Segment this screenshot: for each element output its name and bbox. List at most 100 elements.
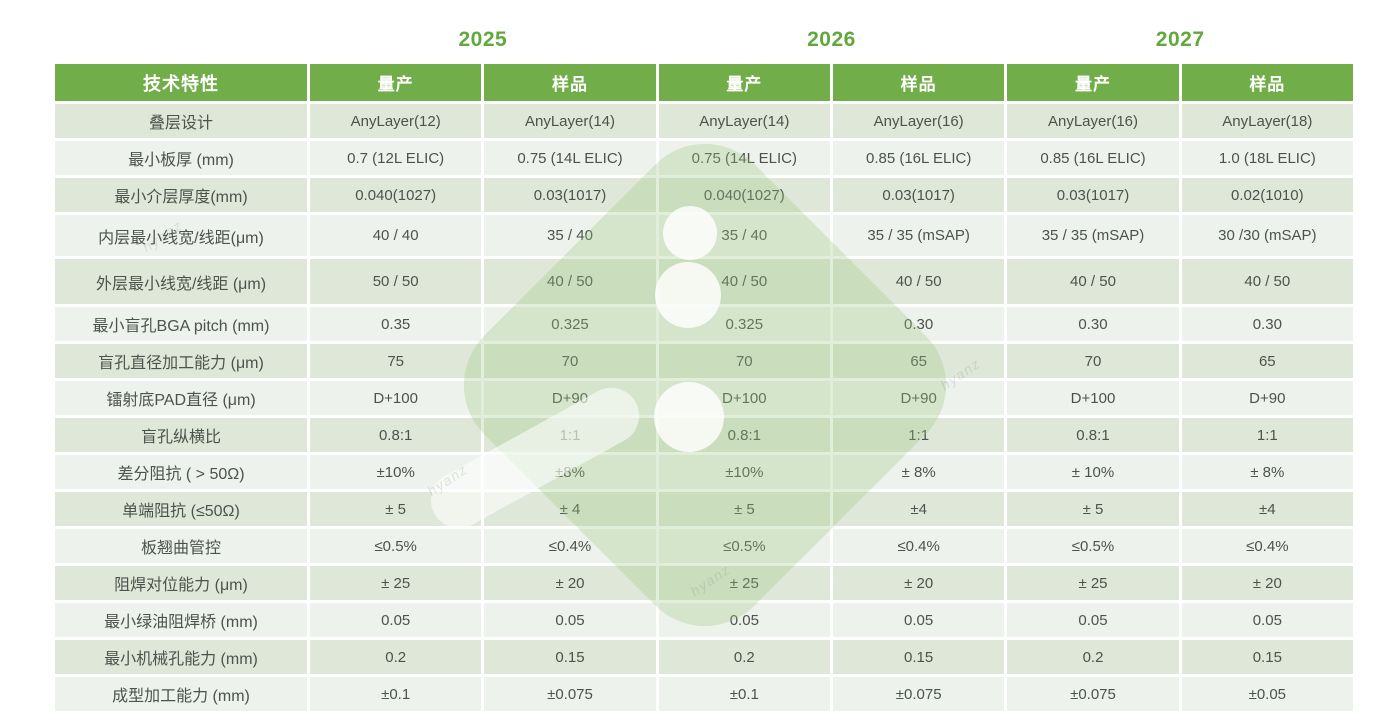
value-cell: 40 / 50	[1007, 259, 1179, 304]
year-label-2026: 2026	[807, 28, 856, 51]
value-cell: 0.2	[658, 640, 830, 674]
table-row: 板翘曲管控 ≤0.5% ≤0.4% ≤0.5% ≤0.4% ≤0.5% ≤0.4%	[55, 529, 1353, 563]
value-cell: AnyLayer(14)	[658, 104, 830, 138]
value-cell: D+90	[1181, 381, 1353, 415]
value-cell: ≤0.5%	[310, 529, 482, 563]
value-cell: 0.7 (12L ELIC)	[310, 141, 482, 175]
value-cell: 35 / 35 (mSAP)	[1007, 215, 1179, 256]
value-cell: 40 / 50	[658, 259, 830, 304]
value-cell: ≤0.4%	[832, 529, 1005, 563]
header-2026-mass-production: 量产	[658, 64, 830, 101]
table-header-row: 技术特性 量产 样品 量产 样品 量产 样品	[55, 64, 1353, 101]
table-row: 最小机械孔能力 (mm) 0.2 0.15 0.2 0.15 0.2 0.15	[55, 640, 1353, 674]
header-2026-sample: 样品	[832, 64, 1005, 101]
table-row: 盲孔直径加工能力 (μm) 75 70 70 65 70 65	[55, 344, 1353, 378]
year-label-2027: 2027	[1155, 28, 1205, 51]
value-cell: 40 / 50	[484, 259, 656, 304]
value-cell: ± 25	[1007, 566, 1179, 600]
value-cell: 0.8:1	[1007, 418, 1179, 452]
value-cell: 35 / 40	[658, 215, 830, 256]
year-label-2025: 2025	[458, 28, 508, 51]
row-label: 最小机械孔能力 (mm)	[55, 640, 307, 674]
value-cell: 0.15	[832, 640, 1005, 674]
value-cell: 70	[658, 344, 830, 378]
value-cell: ± 8%	[832, 455, 1005, 489]
header-tech-characteristics: 技术特性	[55, 64, 307, 101]
value-cell: 0.8:1	[658, 418, 830, 452]
value-cell: 65	[832, 344, 1005, 378]
value-cell: ±0.05	[1181, 677, 1353, 711]
value-cell: 40 / 40	[310, 215, 482, 256]
value-cell: 0.05	[484, 603, 656, 637]
row-label: 镭射底PAD直径 (μm)	[55, 381, 307, 415]
row-label: 外层最小线宽/线距 (μm)	[55, 259, 307, 304]
value-cell: 0.75 (14L ELIC)	[658, 141, 830, 175]
table-row: 外层最小线宽/线距 (μm) 50 / 50 40 / 50 40 / 50 40 / …	[55, 259, 1353, 304]
value-cell: 0.02(1010)	[1181, 178, 1353, 212]
value-cell: ± 10%	[1007, 455, 1179, 489]
row-label: 最小绿油阻焊桥 (mm)	[55, 603, 307, 637]
value-cell: ≤0.5%	[658, 529, 830, 563]
value-cell: 40 / 50	[1181, 259, 1353, 304]
value-cell: ≤0.4%	[484, 529, 656, 563]
row-label: 盲孔直径加工能力 (μm)	[55, 344, 307, 378]
value-cell: 35 / 40	[484, 215, 656, 256]
value-cell: D+90	[484, 381, 656, 415]
header-2027-sample: 样品	[1181, 64, 1353, 101]
table-row: 阻焊对位能力 (μm) ± 25 ± 20 ± 25 ± 20 ± 25 ± 20	[55, 566, 1353, 600]
row-label: 最小介层厚度(mm)	[55, 178, 307, 212]
value-cell: ≤0.4%	[1181, 529, 1353, 563]
value-cell: ±0.075	[832, 677, 1005, 711]
value-cell: ± 25	[658, 566, 830, 600]
value-cell: ±0.075	[484, 677, 656, 711]
value-cell: AnyLayer(16)	[1007, 104, 1179, 138]
value-cell: ± 5	[1007, 492, 1179, 526]
value-cell: 0.30	[1007, 307, 1179, 341]
year-labels-row: 2025 2026 2027	[55, 28, 1353, 52]
value-cell: 0.03(1017)	[484, 178, 656, 212]
spec-table: 技术特性 量产 样品 量产 样品 量产 样品 叠层设计 AnyLayer(12) A…	[55, 64, 1353, 711]
value-cell: ±0.1	[658, 677, 830, 711]
value-cell: 0.03(1017)	[1007, 178, 1179, 212]
table-row: 成型加工能力 (mm) ±0.1 ±0.075 ±0.1 ±0.075 ±0.075 ±0.…	[55, 677, 1353, 711]
value-cell: ± 25	[310, 566, 482, 600]
row-label: 最小板厚 (mm)	[55, 141, 307, 175]
value-cell: ±8%	[484, 455, 656, 489]
value-cell: 0.325	[658, 307, 830, 341]
row-label: 成型加工能力 (mm)	[55, 677, 307, 711]
table-row: 最小板厚 (mm) 0.7 (12L ELIC) 0.75 (14L ELIC) 0.…	[55, 141, 1353, 175]
value-cell: D+100	[658, 381, 830, 415]
table-row: 最小介层厚度(mm) 0.040(1027) 0.03(1017) 0.040(102…	[55, 178, 1353, 212]
value-cell: ±4	[1181, 492, 1353, 526]
table-row: 单端阻抗 (≤50Ω) ± 5 ± 4 ± 5 ±4 ± 5 ±4	[55, 492, 1353, 526]
header-2025-mass-production: 量产	[310, 64, 482, 101]
row-label: 单端阻抗 (≤50Ω)	[55, 492, 307, 526]
value-cell: ±4	[832, 492, 1005, 526]
value-cell: 1:1	[484, 418, 656, 452]
value-cell: 75	[310, 344, 482, 378]
value-cell: 0.75 (14L ELIC)	[484, 141, 656, 175]
value-cell: D+90	[832, 381, 1005, 415]
value-cell: 0.040(1027)	[310, 178, 482, 212]
value-cell: 0.35	[310, 307, 482, 341]
table-row: 叠层设计 AnyLayer(12) AnyLayer(14) AnyLayer(14)…	[55, 104, 1353, 138]
value-cell: 70	[1007, 344, 1179, 378]
value-cell: 65	[1181, 344, 1353, 378]
value-cell: ± 5	[310, 492, 482, 526]
value-cell: 0.040(1027)	[658, 178, 830, 212]
value-cell: D+100	[1007, 381, 1179, 415]
table-row: 镭射底PAD直径 (μm) D+100 D+90 D+100 D+90 D+100 D+90	[55, 381, 1353, 415]
row-label: 盲孔纵横比	[55, 418, 307, 452]
row-label: 板翘曲管控	[55, 529, 307, 563]
value-cell: ±10%	[658, 455, 830, 489]
value-cell: 35 / 35 (mSAP)	[832, 215, 1005, 256]
value-cell: ± 20	[1181, 566, 1353, 600]
value-cell: 0.325	[484, 307, 656, 341]
value-cell: 1:1	[832, 418, 1005, 452]
value-cell: AnyLayer(18)	[1181, 104, 1353, 138]
value-cell: 0.8:1	[310, 418, 482, 452]
value-cell: 0.03(1017)	[832, 178, 1005, 212]
row-label: 内层最小线宽/线距(μm)	[55, 215, 307, 256]
value-cell: 0.15	[1181, 640, 1353, 674]
